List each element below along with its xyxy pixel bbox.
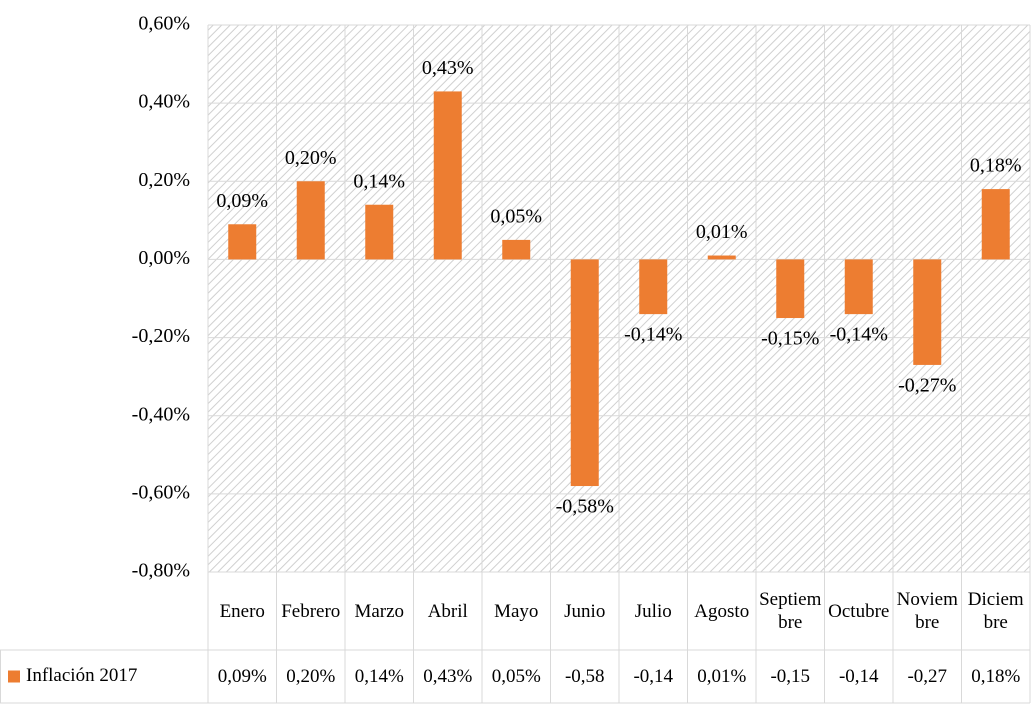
table-value: 0,09% — [217, 666, 267, 687]
data-label: 0,14% — [353, 170, 405, 192]
bar — [365, 204, 394, 260]
x-tick-label: Agosto — [694, 600, 750, 622]
y-tick-label: -0,60% — [132, 481, 190, 503]
y-tick-label: 0,00% — [138, 247, 190, 269]
bar — [502, 239, 531, 260]
x-tick-label: Marzo — [354, 600, 405, 622]
table-value: -0,27 — [907, 666, 948, 687]
data-label: 0,20% — [285, 147, 337, 169]
y-tick-label: 0,40% — [138, 91, 190, 113]
x-tick-label: Mayo — [494, 600, 539, 622]
bar — [570, 259, 599, 487]
bar — [844, 259, 873, 315]
x-tick-label: Octubre — [828, 600, 890, 622]
x-tick-label: Febrero — [281, 600, 341, 622]
bar — [296, 181, 325, 260]
table-value: -0,14 — [633, 666, 674, 687]
data-label: -0,15% — [761, 328, 819, 350]
x-tick-label: Julio — [634, 600, 672, 622]
bar — [981, 189, 1010, 260]
legend-label: Inflación 2017 — [26, 665, 137, 686]
y-tick-label: -0,80% — [132, 560, 190, 582]
bar — [433, 91, 462, 260]
y-tick-label: -0,40% — [132, 403, 190, 425]
bar — [228, 224, 257, 260]
bar — [776, 259, 805, 319]
data-label: 0,09% — [216, 190, 268, 212]
x-tick-label: Noviembre — [896, 589, 958, 633]
table-value: -0,58 — [564, 666, 605, 687]
x-tick-label: Abril — [427, 600, 468, 622]
data-label: 0,05% — [490, 205, 542, 227]
data-label: 0,01% — [696, 221, 748, 243]
table-value: 0,14% — [354, 666, 404, 687]
table-value: 0,01% — [697, 666, 747, 687]
table-value: 0,20% — [286, 666, 336, 687]
x-tick-label: Junio — [564, 600, 606, 622]
table-value: 0,05% — [491, 666, 541, 687]
table-value: -0,14 — [838, 666, 879, 687]
bar — [707, 255, 736, 260]
table-value: -0,15 — [770, 666, 811, 687]
x-tick-label: Enero — [219, 600, 265, 622]
data-label: -0,14% — [830, 324, 888, 346]
x-tick-label: Septiembre — [759, 589, 822, 633]
data-label: -0,58% — [556, 496, 614, 518]
bar — [639, 259, 668, 315]
data-label: 0,18% — [970, 155, 1022, 177]
table-value: 0,18% — [971, 666, 1021, 687]
legend-swatch — [8, 670, 20, 683]
bar — [913, 259, 942, 365]
data-label: 0,43% — [422, 57, 474, 79]
data-label: -0,27% — [898, 375, 956, 397]
table-value: 0,43% — [423, 666, 473, 687]
y-tick-label: 0,20% — [138, 169, 190, 191]
y-tick-label: -0,20% — [132, 325, 190, 347]
y-tick-label: 0,60% — [138, 13, 190, 35]
x-tick-label: Diciembre — [967, 589, 1024, 633]
data-label: -0,14% — [624, 324, 682, 346]
